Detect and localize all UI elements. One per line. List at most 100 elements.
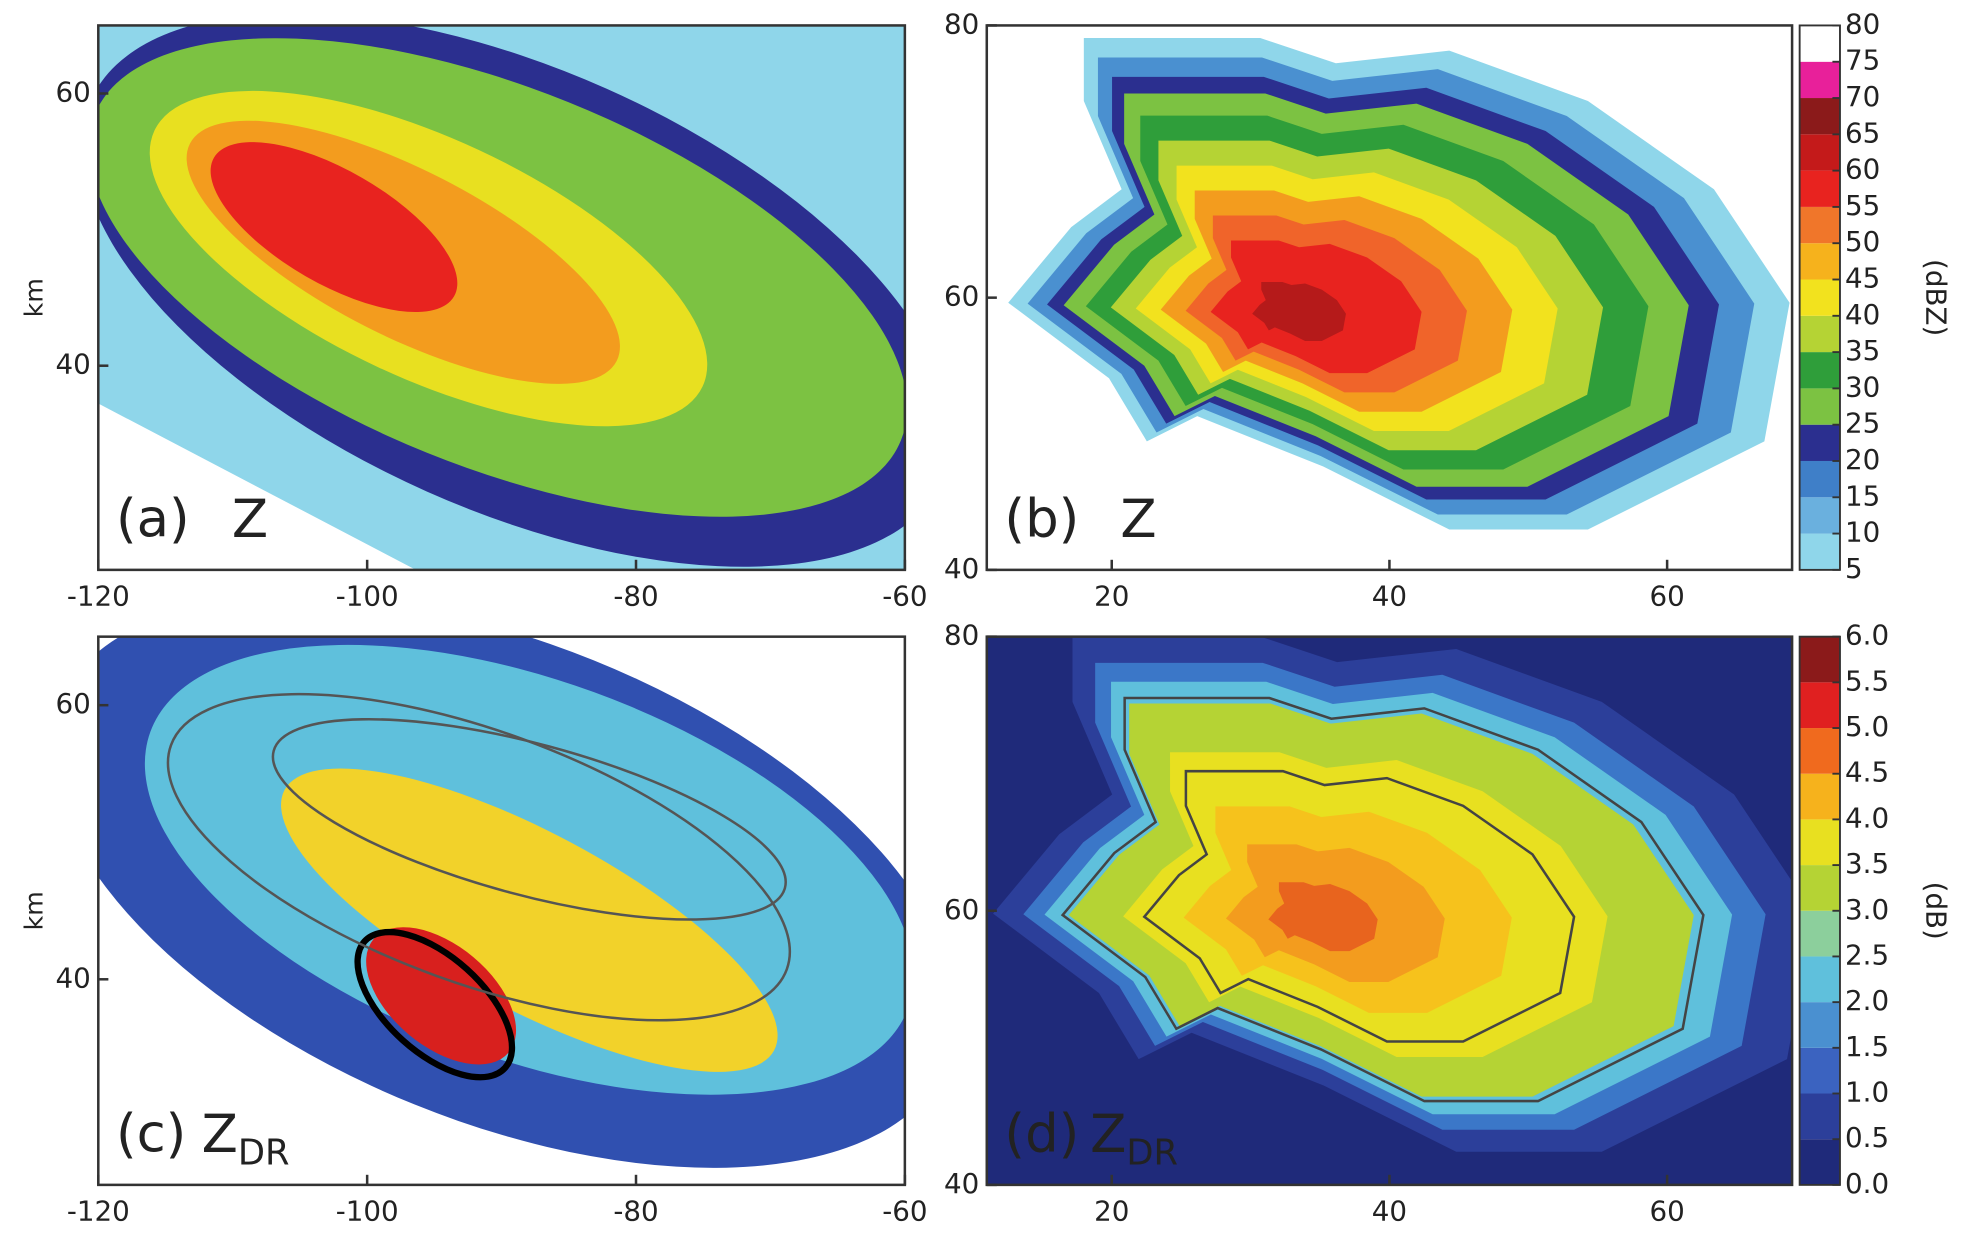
contour bbox=[271, 718, 787, 921]
colorbar-tick-label: 45 bbox=[1845, 262, 1880, 295]
variable-name: Z bbox=[1120, 489, 1156, 550]
colorbar-bin bbox=[1799, 910, 1840, 957]
colorbar-bin bbox=[1799, 315, 1840, 353]
colorbar-tick-label: 3.5 bbox=[1845, 847, 1889, 880]
colorbar-bin bbox=[1799, 61, 1840, 99]
x-tick-label: -80 bbox=[613, 580, 658, 613]
x-tick-label: -120 bbox=[67, 580, 130, 613]
echo-region bbox=[1252, 282, 1346, 342]
panel-variable: Z bbox=[232, 489, 268, 550]
colorbar-bin bbox=[1799, 206, 1840, 244]
variable-name: Z bbox=[202, 1104, 238, 1165]
x-tick-label: -100 bbox=[336, 580, 399, 613]
colorbar-bin bbox=[1799, 460, 1840, 498]
colorbar-tick-label: 4.5 bbox=[1845, 756, 1889, 789]
y-tick-label: 60 bbox=[944, 893, 979, 926]
x-tick-label: -100 bbox=[336, 1195, 399, 1228]
colorbar-bin bbox=[1799, 773, 1840, 820]
y-tick-label: 40 bbox=[55, 348, 90, 381]
x-tick-label: 60 bbox=[1649, 580, 1684, 613]
contour bbox=[1142, 769, 1576, 1043]
colorbar-bin bbox=[1799, 279, 1840, 316]
colorbar-tick-label: 0.0 bbox=[1845, 1167, 1889, 1200]
colorbar-tick-label: 1.0 bbox=[1845, 1076, 1889, 1109]
colorbar-tick-label: 30 bbox=[1845, 370, 1880, 403]
colorbar-tick-label: 0.5 bbox=[1845, 1121, 1889, 1154]
colorbar-tick-label: 5.5 bbox=[1845, 664, 1889, 697]
y-tick-label: 40 bbox=[944, 552, 979, 585]
echo-region bbox=[1268, 882, 1378, 952]
colorbar-bin bbox=[1799, 388, 1840, 425]
x-tick-label: -80 bbox=[613, 1195, 658, 1228]
colorbar-bin bbox=[1799, 1047, 1840, 1094]
axes-frame bbox=[97, 24, 907, 572]
echo-region bbox=[366, 927, 517, 1065]
colorbar-bin bbox=[1799, 636, 1840, 683]
y-axis-label: km bbox=[19, 278, 48, 317]
colorbar-tick-label: 4.0 bbox=[1845, 801, 1889, 834]
y-tick-label: 40 bbox=[55, 961, 90, 994]
y-tick-label: 80 bbox=[944, 7, 979, 40]
colorbar-bin bbox=[1799, 682, 1840, 729]
y-tick-label: 60 bbox=[55, 75, 90, 108]
colorbar-bin bbox=[1799, 1139, 1840, 1185]
colorbar-bin bbox=[1799, 134, 1840, 171]
y-tick-label: 80 bbox=[944, 619, 979, 652]
colorbar-tick-label: 10 bbox=[1845, 516, 1880, 549]
colorbar-bin bbox=[1799, 728, 1840, 774]
colorbar-tick-label: 70 bbox=[1845, 80, 1880, 113]
contour bbox=[1060, 696, 1705, 1103]
panel-image bbox=[98, 25, 905, 570]
x-tick-label: 40 bbox=[1372, 580, 1407, 613]
colorbar-label: (dBZ) bbox=[1919, 259, 1952, 336]
panel-variable: ZDR bbox=[1090, 1104, 1178, 1174]
panel-label: (b) bbox=[1004, 489, 1079, 550]
y-tick-label: 60 bbox=[55, 687, 90, 720]
panel-label: (d) bbox=[1004, 1104, 1079, 1165]
colorbar-tick-label: 65 bbox=[1845, 116, 1880, 149]
colorbar-tick-label: 3.0 bbox=[1845, 893, 1889, 926]
colorbar-bin bbox=[1799, 170, 1840, 207]
variable-name: Z bbox=[1090, 1104, 1126, 1165]
colorbar-tick-label: 55 bbox=[1845, 189, 1880, 222]
panel-label: (c) bbox=[116, 1104, 186, 1165]
annotation-ellipse bbox=[354, 928, 516, 1081]
colorbar-bin bbox=[1799, 956, 1840, 1003]
colorbar-tick-label: 25 bbox=[1845, 407, 1880, 440]
variable-subscript: DR bbox=[1126, 1133, 1178, 1174]
colorbar-bin bbox=[1799, 865, 1840, 911]
colorbar-tick-label: 5 bbox=[1845, 552, 1863, 585]
colorbar-bin bbox=[1799, 98, 1840, 135]
colorbar-tick-label: 40 bbox=[1845, 298, 1880, 331]
colorbar-tick-label: 1.5 bbox=[1845, 1030, 1889, 1063]
colorbar-bin bbox=[1799, 352, 1840, 389]
y-tick-label: 60 bbox=[944, 280, 979, 313]
colorbar-tick-label: 5.0 bbox=[1845, 710, 1889, 743]
colorbar-tick-label: 2.0 bbox=[1845, 984, 1889, 1017]
colorbar-bin bbox=[1799, 819, 1840, 866]
colorbar-tick-label: 2.5 bbox=[1845, 938, 1889, 971]
colorbar-bin bbox=[1799, 497, 1840, 534]
variable-subscript: DR bbox=[238, 1133, 290, 1174]
panel-variable: Z bbox=[1120, 489, 1156, 550]
axes-frame bbox=[97, 635, 907, 1187]
x-tick-label: -120 bbox=[67, 1195, 130, 1228]
colorbar-tick-label: 20 bbox=[1845, 443, 1880, 476]
colorbar-tick-label: 75 bbox=[1845, 44, 1880, 77]
x-tick-label: 60 bbox=[1649, 1195, 1684, 1228]
x-tick-label: -60 bbox=[882, 580, 927, 613]
colorbar-bin bbox=[1799, 1002, 1840, 1048]
x-tick-label: 40 bbox=[1372, 1195, 1407, 1228]
variable-name: Z bbox=[232, 489, 268, 550]
colorbar-tick-label: 35 bbox=[1845, 334, 1880, 367]
panel-image bbox=[98, 636, 905, 1168]
y-tick-label: 40 bbox=[944, 1167, 979, 1200]
colorbar-tick-label: 60 bbox=[1845, 153, 1880, 186]
echo-region bbox=[210, 142, 458, 313]
panel-image bbox=[986, 636, 1793, 1185]
colorbar-tick-label: 50 bbox=[1845, 225, 1880, 258]
colorbar-tick-label: 6.0 bbox=[1845, 619, 1889, 652]
colorbar-bin bbox=[1799, 533, 1840, 570]
panel-label: (a) bbox=[116, 489, 190, 550]
